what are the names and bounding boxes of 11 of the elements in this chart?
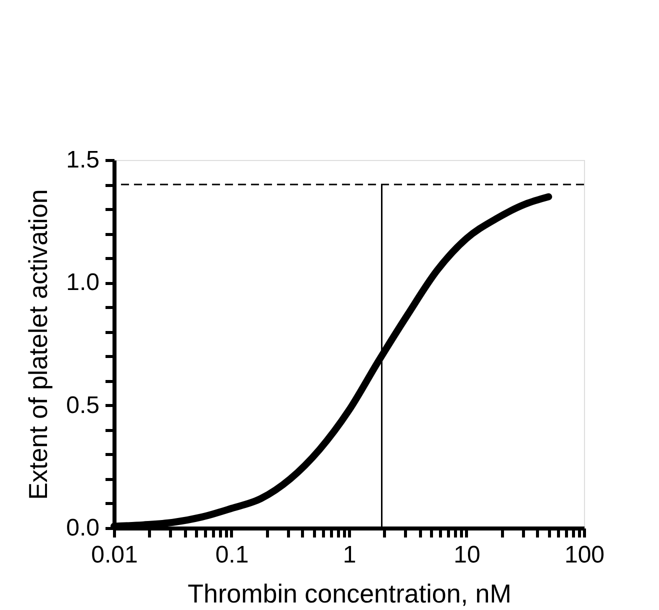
x-tick-label: 100 [564,542,605,568]
y-tick-label: 1.0 [66,269,100,296]
y-tick-label: 0.5 [66,392,100,419]
y-tick-label: 1.5 [66,146,100,174]
x-axis-title: Thrombin concentration, nM [188,578,512,608]
y-tick-label: 0.0 [66,514,100,542]
y-axis-title: Extent of platelet activation [23,189,54,500]
x-tick-label: 0.1 [215,542,249,568]
x-tick-label: 10 [454,542,480,568]
x-tick-label: 1 [342,542,356,568]
x-tick-label: 0.01 [91,542,138,568]
